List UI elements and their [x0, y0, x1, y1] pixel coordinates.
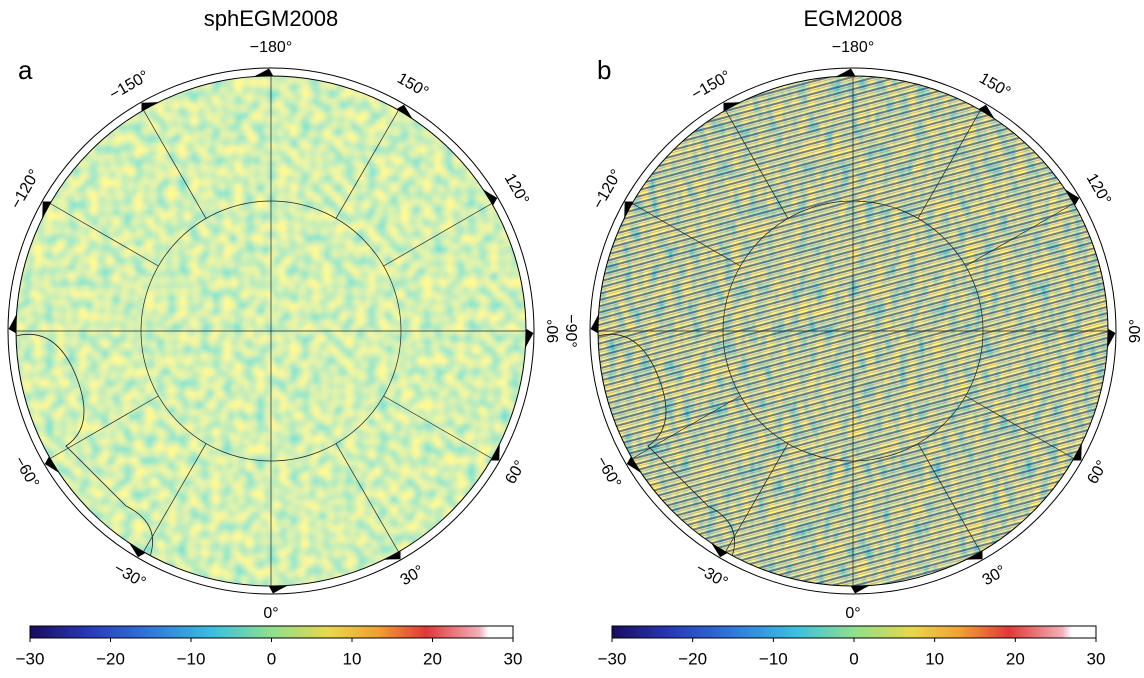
panel-letter: b	[597, 55, 611, 85]
longitude-label: −180°	[832, 39, 874, 56]
longitude-label: 0°	[845, 605, 860, 622]
longitude-label: 150°	[394, 70, 431, 101]
graticule-line	[631, 395, 741, 459]
map-panel: sphEGM2008 a −180° 150° 120° 90° 60° 30° 0° −30° −…	[7, 6, 562, 668]
colorbar-tick-label: −10	[759, 649, 788, 668]
longitude-label: 120°	[1083, 171, 1114, 208]
longitude-label: 60°	[1084, 458, 1111, 487]
longitude-label: 0°	[263, 605, 278, 622]
colorbar-tick-label: −20	[96, 649, 125, 668]
graticule-line	[335, 443, 399, 553]
colorbar-tick-label: 10	[925, 649, 944, 668]
longitude-label: −120°	[590, 167, 626, 212]
map-panel: EGM2008 b −180° 150° 120° 90° 60° 30° 0° −30° −60°…	[562, 6, 1144, 669]
graticule-line	[725, 443, 789, 553]
colorbar-tick-label: 0	[849, 649, 858, 668]
graticule-line	[383, 395, 493, 459]
colorbar-tick-label: 30	[504, 649, 523, 668]
graticule-line	[335, 109, 399, 219]
longitude-label: 150°	[976, 70, 1013, 101]
colorbar	[611, 625, 1097, 639]
longitude-label: −180°	[250, 39, 292, 56]
longitude-label: −30°	[111, 560, 149, 592]
colorbar-tick-label: 10	[343, 649, 362, 668]
colorbar	[29, 625, 514, 639]
longitude-label: 30°	[398, 562, 427, 589]
colorbar-tick-label: −30	[598, 649, 627, 668]
colorbar-tick-label: −30	[16, 649, 45, 668]
longitude-label: 120°	[501, 171, 532, 208]
graticule-line	[965, 203, 1075, 267]
longitude-label: −150°	[689, 68, 734, 104]
graticule-line	[143, 109, 207, 219]
graticule-line	[917, 443, 981, 553]
longitude-label: 30°	[980, 562, 1009, 589]
graticule-line	[383, 203, 493, 267]
graticule-line	[725, 109, 789, 219]
colorbar-tick-label: 0	[267, 649, 276, 668]
panel-title: sphEGM2008	[204, 6, 339, 31]
panel-letter: a	[18, 55, 33, 85]
colorbar-tick-label: 30	[1087, 649, 1106, 668]
graticule-line	[49, 395, 159, 459]
colorbar-tick-label: −10	[177, 649, 206, 668]
longitude-label: −120°	[8, 167, 44, 212]
longitude-label: 60°	[502, 458, 529, 487]
longitude-label: −90°	[562, 314, 579, 348]
longitude-label: 90°	[545, 319, 562, 343]
longitude-label: 90°	[1127, 319, 1144, 343]
longitude-label: −30°	[693, 560, 731, 592]
graticule-line	[49, 203, 159, 267]
panel-title: EGM2008	[803, 6, 902, 31]
graticule-line	[917, 109, 981, 219]
graticule-line	[631, 203, 741, 267]
colorbar-tick-label: 20	[423, 649, 442, 668]
longitude-label: −60°	[592, 454, 624, 492]
longitude-label: −150°	[107, 68, 152, 104]
longitude-label: −60°	[10, 454, 42, 492]
graticule-line	[965, 395, 1075, 459]
colorbar-tick-label: 20	[1006, 649, 1025, 668]
graticule-line	[143, 443, 207, 553]
colorbar-tick-label: −20	[678, 649, 707, 668]
